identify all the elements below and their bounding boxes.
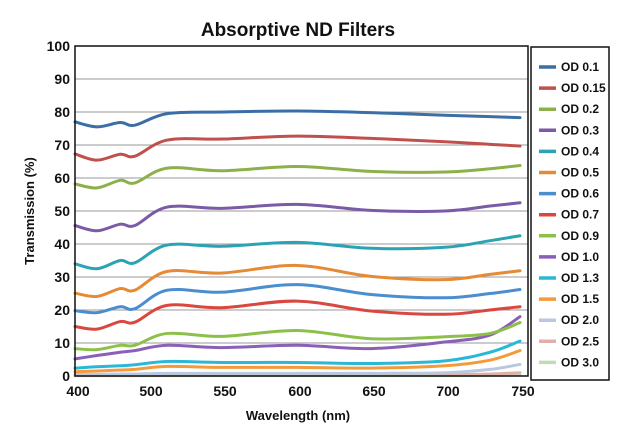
x-tick-label: 750	[511, 383, 535, 399]
legend-label: OD 0.3	[561, 123, 599, 137]
legend-label: OD 1.5	[561, 292, 599, 306]
y-tick-label: 10	[54, 335, 70, 351]
y-tick-labels: 0 10 20 30 40 50 60 70 80 90 100	[47, 38, 71, 384]
legend-label: OD 3.0	[561, 355, 599, 369]
series-line-od-0.3	[73, 201, 522, 233]
series-line-od-1.5	[73, 349, 522, 374]
y-tick-label: 100	[47, 38, 71, 54]
legend-label: OD 0.7	[561, 208, 599, 222]
legend-label: OD 0.4	[561, 144, 599, 158]
legend-label: OD 0.1	[561, 60, 599, 74]
series-lines	[73, 109, 522, 378]
y-tick-label: 90	[54, 71, 70, 87]
y-tick-label: 40	[54, 236, 70, 252]
legend-label: OD 0.9	[561, 229, 599, 243]
x-axis-label: Wavelength (nm)	[246, 408, 350, 423]
x-tick-label: 500	[139, 383, 163, 399]
series-line-od-0.15	[73, 134, 522, 162]
x-tick-label: 650	[362, 383, 386, 399]
x-tick-label: 600	[288, 383, 312, 399]
y-tick-label: 60	[54, 170, 70, 186]
chart-title: Absorptive ND Filters	[201, 20, 395, 41]
series-line-od-0.7	[73, 299, 522, 331]
legend-label: OD 1.3	[561, 271, 599, 285]
x-tick-label: 400	[66, 383, 90, 399]
series-line-od-0.9	[73, 321, 522, 352]
y-tick-label: 50	[54, 203, 70, 219]
y-tick-label: 0	[62, 368, 70, 384]
legend-label: OD 0.5	[561, 166, 599, 180]
series-line-od-0.4	[73, 234, 522, 271]
x-tick-labels: 400 500 550 600 650 700 750	[66, 383, 535, 399]
y-tick-label: 30	[54, 269, 70, 285]
legend-label: OD 2.5	[561, 334, 599, 348]
y-tick-label: 70	[54, 137, 70, 153]
series-line-od-0.5	[73, 263, 522, 299]
series-line-od-2.0	[73, 362, 522, 376]
legend: OD 0.1 OD 0.15 OD 0.2 OD 0.3 OD 0.4 OD 0.5 OD …	[539, 60, 606, 369]
plot-frame	[74, 45, 529, 377]
series-line-od-0.1	[73, 109, 522, 129]
y-axis-label: Transmission (%)	[22, 157, 37, 265]
y-tick-label: 20	[54, 302, 70, 318]
legend-label: OD 0.6	[561, 187, 599, 201]
series-line-od-0.2	[73, 163, 522, 190]
series-line-od-0.6	[73, 283, 522, 315]
x-tick-label: 700	[436, 383, 460, 399]
y-tick-label: 80	[54, 104, 70, 120]
legend-label: OD 2.0	[561, 313, 599, 327]
series-line-od-1.3	[73, 339, 522, 370]
x-tick-label: 550	[213, 383, 237, 399]
series-line-od-1.0	[73, 315, 522, 361]
legend-label: OD 0.15	[561, 81, 606, 95]
legend-label: OD 0.2	[561, 102, 599, 116]
legend-label: OD 1.0	[561, 250, 599, 264]
